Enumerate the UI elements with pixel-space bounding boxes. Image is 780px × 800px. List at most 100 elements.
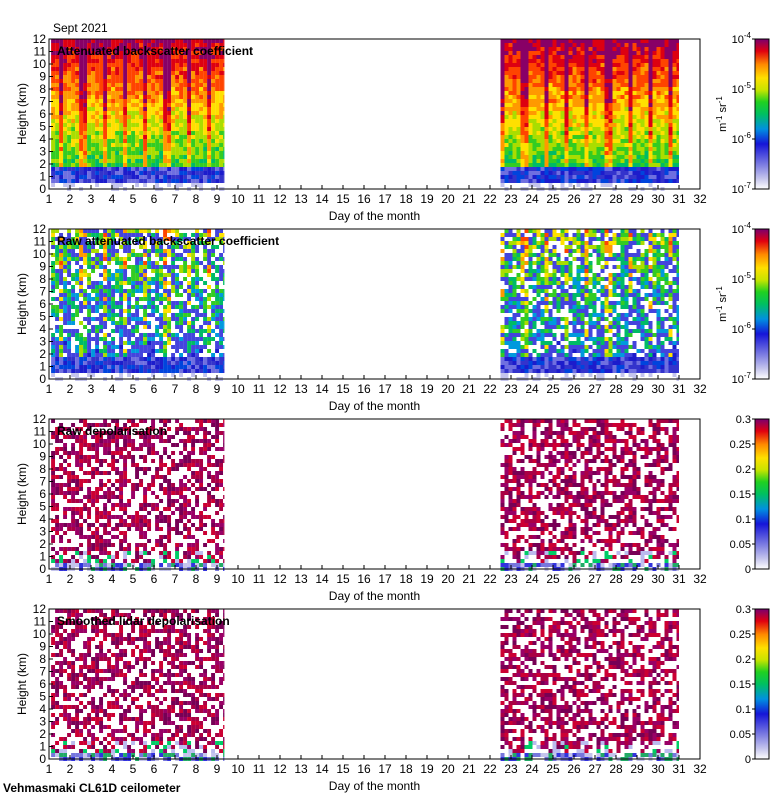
x-tick-label: 25	[546, 762, 560, 776]
x-tick-label: 14	[315, 572, 329, 586]
colorbar: 10-4 10-5 10-6 10-7 m-1 sr-1	[715, 221, 770, 386]
x-tick-label: 13	[294, 382, 308, 396]
panel-title: Raw depolarisation	[57, 424, 167, 438]
y-tick-label: 9	[39, 640, 46, 654]
x-tick-label: 9	[214, 762, 221, 776]
x-tick-label: 11	[253, 382, 266, 396]
colorbar-units-label: m-1 sr-1	[715, 96, 729, 132]
x-axis-label: Day of the month	[329, 589, 420, 603]
x-tick-label: 9	[214, 572, 221, 586]
y-tick-label: 2	[39, 727, 46, 741]
y-tick-label: 9	[39, 260, 46, 274]
x-tick-label: 23	[504, 382, 518, 396]
y-tick-label: 0	[39, 562, 46, 576]
x-tick-label: 16	[357, 382, 371, 396]
x-axis-label: Day of the month	[329, 779, 420, 793]
x-tick-label: 3	[88, 762, 95, 776]
x-tick-label: 28	[609, 572, 623, 586]
panel-title: Smoothed lidar depolarisation	[57, 614, 230, 628]
y-tick-label: 10	[33, 437, 47, 451]
heatmap-block	[51, 229, 225, 381]
x-tick-label: 15	[336, 382, 350, 396]
x-tick-label: 16	[357, 762, 371, 776]
heatmap-block	[500, 419, 679, 571]
x-tick-label: 5	[130, 572, 137, 586]
y-tick-label: 11	[34, 425, 47, 439]
colorbar-tick-label: 0.25	[730, 629, 751, 641]
x-tick-label: 20	[441, 382, 455, 396]
colorbar-tick-label: 0	[745, 564, 751, 576]
x-tick-label: 32	[693, 382, 707, 396]
y-tick-label: 0	[39, 372, 46, 386]
x-tick-label: 10	[231, 572, 245, 586]
x-tick-label: 26	[567, 572, 581, 586]
x-tick-label: 12	[273, 762, 287, 776]
x-tick-label: 26	[567, 382, 581, 396]
x-tick-label: 11	[253, 572, 266, 586]
y-axis-label: Height (km)	[15, 83, 29, 145]
x-tick-label: 32	[693, 192, 707, 206]
y-tick-label: 4	[39, 132, 46, 146]
x-tick-label: 29	[630, 762, 644, 776]
heatmap-block	[500, 609, 679, 761]
colorbar-tick-label: 0.15	[730, 679, 751, 691]
x-tick-label: 28	[609, 382, 623, 396]
x-tick-label: 18	[399, 192, 413, 206]
x-tick-label: 5	[130, 192, 137, 206]
x-tick-label: 13	[294, 762, 308, 776]
x-tick-label: 25	[546, 572, 560, 586]
colorbar-tick-label: 0.05	[730, 729, 751, 741]
y-tick-label: 10	[33, 247, 47, 261]
y-axis-label: Height (km)	[15, 273, 29, 335]
x-tick-label: 30	[651, 762, 665, 776]
y-tick-label: 2	[39, 537, 46, 551]
x-tick-label: 27	[588, 762, 602, 776]
x-tick-label: 4	[109, 382, 116, 396]
x-tick-label: 8	[193, 192, 200, 206]
x-tick-label: 3	[88, 572, 95, 586]
x-tick-label: 24	[525, 192, 539, 206]
x-tick-label: 24	[525, 382, 539, 396]
x-tick-label: 10	[231, 192, 245, 206]
colorbar-tick-label: 0.2	[736, 654, 751, 666]
x-tick-label: 7	[172, 572, 179, 586]
x-tick-label: 29	[630, 382, 644, 396]
x-tick-label: 14	[315, 762, 329, 776]
x-tick-label: 12	[273, 572, 287, 586]
x-tick-label: 19	[420, 382, 434, 396]
x-tick-label: 7	[172, 192, 179, 206]
x-tick-label: 15	[336, 192, 350, 206]
heatmap-block	[500, 229, 679, 381]
x-tick-label: 3	[88, 192, 95, 206]
x-tick-label: 12	[273, 192, 287, 206]
x-tick-label: 2	[67, 762, 74, 776]
y-tick-label: 9	[39, 450, 46, 464]
x-tick-label: 18	[399, 572, 413, 586]
y-tick-label: 1	[39, 170, 46, 184]
x-tick-label: 20	[441, 192, 455, 206]
x-tick-label: 17	[378, 192, 392, 206]
y-tick-label: 10	[33, 627, 47, 641]
x-tick-label: 2	[67, 192, 74, 206]
x-tick-label: 8	[193, 572, 200, 586]
x-tick-label: 4	[109, 572, 116, 586]
x-tick-label: 1	[46, 382, 53, 396]
colorbar-gradient	[754, 38, 770, 190]
x-tick-label: 21	[462, 192, 476, 206]
panel-2: 1 2 3 4 5 6 7 8 9 10 11 12 13 14 15 16 17 18 19 20 21 22 23 24 2…	[15, 221, 770, 413]
colorbar-tick-label: 10-7	[732, 371, 752, 386]
x-tick-label: 3	[88, 382, 95, 396]
month-label: Sept 2021	[53, 21, 108, 35]
x-tick-label: 21	[462, 572, 476, 586]
x-tick-label: 30	[651, 192, 665, 206]
y-tick-label: 1	[39, 740, 46, 754]
x-tick-label: 10	[231, 762, 245, 776]
y-tick-label: 11	[34, 235, 47, 249]
x-tick-label: 31	[672, 762, 686, 776]
x-tick-label: 17	[378, 382, 392, 396]
x-tick-label: 2	[67, 572, 74, 586]
instrument-label: Vehmasmaki CL61D ceilometer	[3, 781, 181, 795]
colorbar-tick-label: 0.1	[736, 704, 751, 716]
panel-title: Attenuated backscatter coefficient	[57, 44, 253, 58]
x-tick-label: 22	[483, 762, 497, 776]
